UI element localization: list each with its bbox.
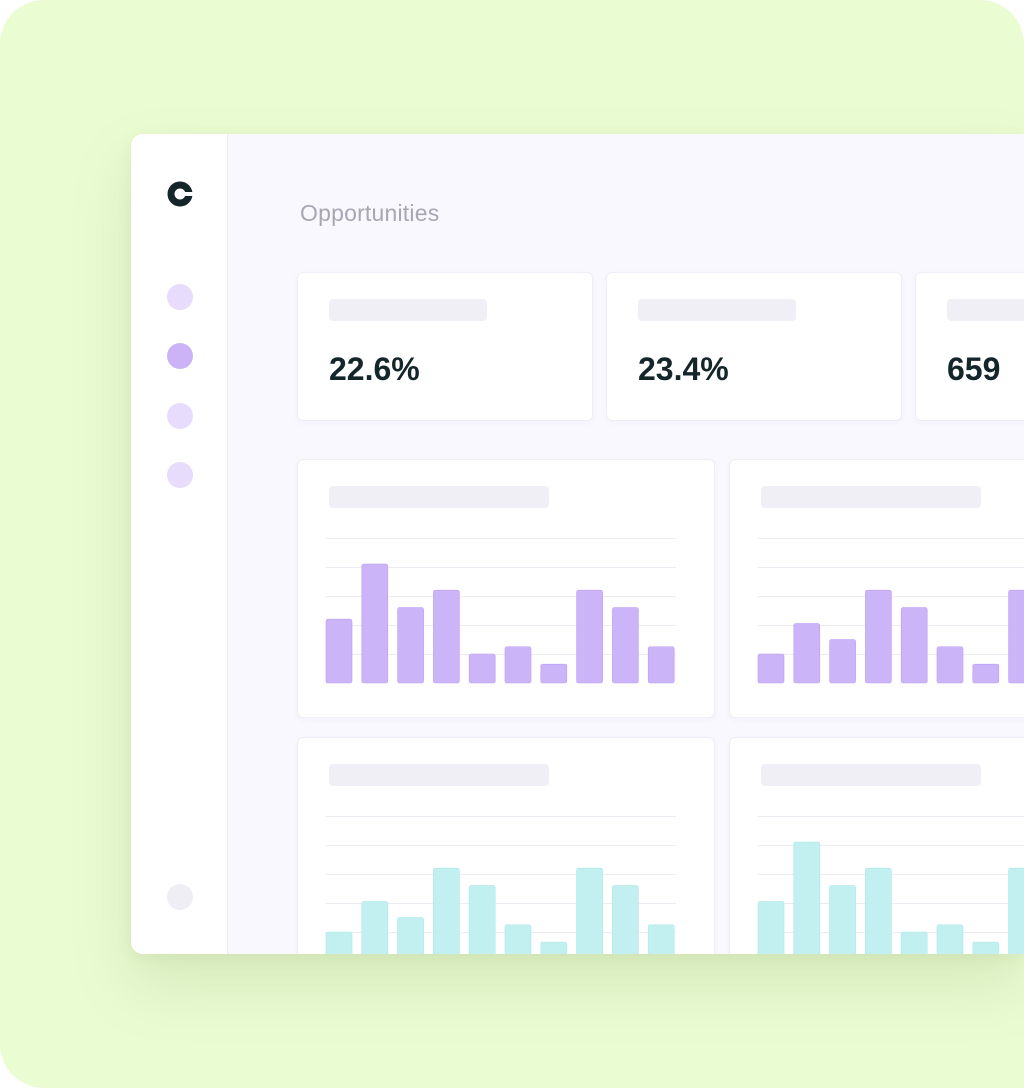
chart-card[interactable] <box>297 737 715 954</box>
chart-bar <box>361 563 389 684</box>
bar-chart <box>325 816 676 954</box>
nav-item-3[interactable] <box>167 403 193 429</box>
chart-title-placeholder <box>329 764 549 786</box>
stat-value: 22.6% <box>329 351 420 387</box>
chart-bar <box>865 867 892 954</box>
bar-chart <box>757 816 1024 954</box>
chart-bar <box>936 924 964 954</box>
stat-value: 23.4% <box>638 351 729 387</box>
nav-item-1[interactable] <box>167 284 193 310</box>
chart-bar <box>793 841 821 954</box>
chart-title-placeholder <box>761 486 981 508</box>
stat-label-placeholder <box>329 299 487 321</box>
stat-value: 659 <box>947 351 1001 387</box>
chart-bar <box>612 607 639 684</box>
chart-bar <box>1008 867 1024 954</box>
chart-bar <box>576 867 603 954</box>
stat-card[interactable]: 659 <box>915 272 1024 421</box>
chart-bar <box>1008 589 1024 684</box>
chart-bar <box>325 931 353 954</box>
chart-title-placeholder <box>329 486 549 508</box>
stat-label-placeholder <box>947 299 1024 321</box>
stat-card[interactable]: 22.6% <box>297 272 593 421</box>
bar-chart <box>757 538 1024 684</box>
chart-bar <box>900 607 928 684</box>
chart-bar <box>972 941 1000 954</box>
chart-bar <box>504 646 532 684</box>
chart-bar <box>397 917 424 954</box>
main-content: Opportunities 22.6% 23.4% 659 <box>228 134 1024 954</box>
chart-bar <box>829 639 856 684</box>
chart-bar <box>757 901 785 954</box>
chart-bar <box>612 885 639 954</box>
chart-bar <box>468 653 496 684</box>
chart-bar <box>540 663 568 684</box>
stat-card[interactable]: 23.4% <box>606 272 902 421</box>
chart-bar <box>647 646 675 684</box>
nav-item-bottom[interactable] <box>167 884 193 910</box>
chart-bar <box>647 924 675 954</box>
chart-bar <box>900 931 928 954</box>
chart-bar <box>468 885 496 954</box>
chart-bar <box>361 901 389 954</box>
chart-bar <box>397 607 424 684</box>
chart-card[interactable] <box>297 459 715 718</box>
chart-bar <box>972 663 1000 684</box>
nav-item-2[interactable] <box>167 343 193 369</box>
chart-bar <box>865 589 892 684</box>
chart-bar <box>576 589 603 684</box>
chart-bar <box>504 924 532 954</box>
nav-item-4[interactable] <box>167 462 193 488</box>
chart-bar <box>540 941 568 954</box>
chart-card[interactable] <box>729 737 1024 954</box>
chart-card[interactable] <box>729 459 1024 718</box>
chart-bar <box>936 646 964 684</box>
app-window: Opportunities 22.6% 23.4% 659 <box>131 134 1024 954</box>
chart-bar <box>757 653 785 684</box>
chart-bar <box>793 623 821 684</box>
chart-bar <box>829 885 856 954</box>
stat-label-placeholder <box>638 299 796 321</box>
sidebar <box>131 134 228 954</box>
chart-bar <box>325 618 353 684</box>
bar-chart <box>325 538 676 684</box>
page-title: Opportunities <box>300 200 440 226</box>
chart-bar <box>433 867 460 954</box>
chart-title-placeholder <box>761 764 981 786</box>
brand-c-logo-icon[interactable] <box>167 181 193 207</box>
chart-bar <box>433 589 460 684</box>
